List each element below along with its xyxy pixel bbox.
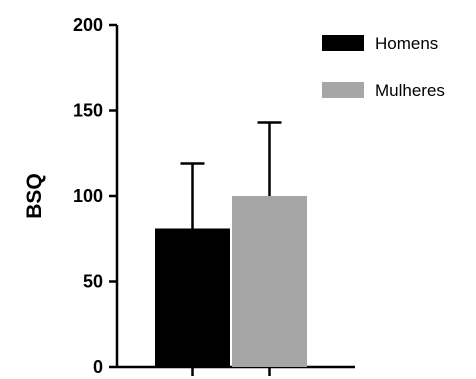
legend-swatch-mulheres	[322, 82, 364, 98]
y-tick-label: 150	[73, 101, 103, 121]
y-axis-title: BSQ	[23, 173, 46, 219]
bar-homens	[155, 228, 230, 367]
bar-mulheres	[232, 196, 307, 367]
y-tick-label: 200	[73, 15, 103, 35]
y-axis-ticks: 0 50 100 150 200	[73, 15, 117, 377]
bars	[155, 121, 307, 376]
legend: Homens Mulheres	[322, 34, 445, 100]
y-tick-label: 50	[83, 272, 103, 292]
legend-swatch-homens	[322, 35, 364, 51]
y-tick-label: 0	[93, 357, 103, 377]
legend-label-mulheres: Mulheres	[375, 81, 445, 100]
legend-label-homens: Homens	[375, 34, 438, 53]
y-tick-label: 100	[73, 186, 103, 206]
